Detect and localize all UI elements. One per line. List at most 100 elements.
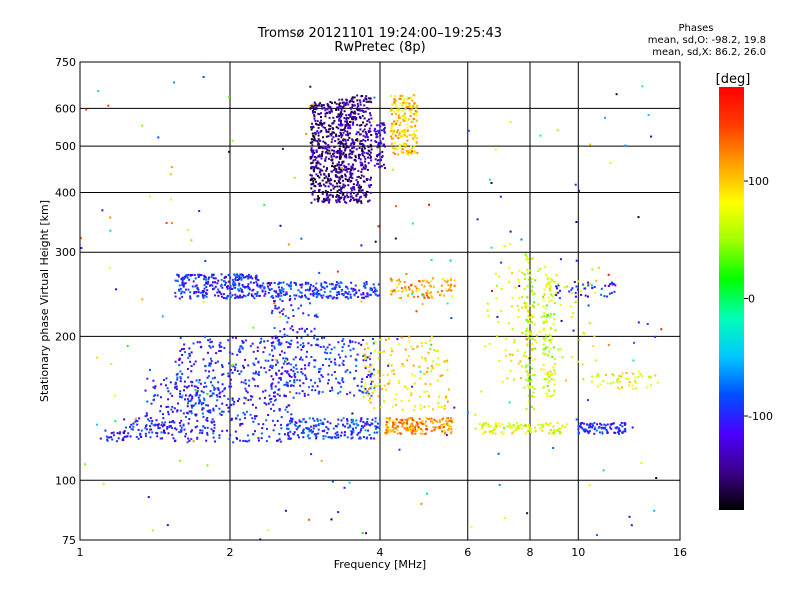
data-point bbox=[337, 392, 340, 395]
data-point bbox=[440, 284, 443, 287]
data-point bbox=[412, 429, 415, 432]
data-point bbox=[412, 364, 415, 367]
data-point bbox=[270, 375, 273, 378]
data-point bbox=[323, 287, 326, 290]
data-point bbox=[170, 166, 173, 169]
data-point bbox=[424, 357, 427, 360]
data-point bbox=[555, 294, 558, 297]
data-point bbox=[547, 296, 550, 299]
data-point bbox=[360, 385, 363, 388]
data-point bbox=[386, 426, 389, 429]
data-point bbox=[587, 284, 590, 287]
data-point bbox=[634, 381, 637, 384]
data-point bbox=[319, 367, 322, 370]
data-point bbox=[200, 403, 203, 406]
data-point bbox=[233, 400, 236, 403]
data-point bbox=[326, 112, 329, 115]
data-point bbox=[534, 430, 537, 433]
data-point bbox=[421, 345, 423, 347]
data-point bbox=[242, 341, 245, 344]
data-point bbox=[214, 277, 217, 280]
data-point bbox=[360, 202, 363, 205]
data-point bbox=[383, 384, 386, 387]
data-point bbox=[558, 432, 561, 435]
data-point bbox=[342, 142, 345, 145]
data-point bbox=[423, 285, 426, 288]
data-point bbox=[286, 334, 289, 337]
data-point bbox=[204, 260, 207, 262]
data-point bbox=[267, 529, 270, 532]
data-point bbox=[356, 192, 359, 195]
data-point bbox=[419, 404, 422, 407]
data-point bbox=[272, 341, 275, 344]
data-point bbox=[324, 142, 327, 145]
data-point bbox=[346, 292, 349, 295]
data-point bbox=[378, 430, 381, 433]
data-point bbox=[395, 146, 398, 149]
data-point bbox=[350, 432, 353, 435]
data-point bbox=[588, 282, 591, 285]
data-point bbox=[339, 116, 342, 119]
data-point bbox=[323, 173, 326, 176]
data-point bbox=[373, 373, 376, 376]
data-point bbox=[315, 282, 318, 285]
data-point bbox=[576, 360, 579, 363]
data-point bbox=[343, 103, 346, 106]
data-point bbox=[266, 339, 269, 342]
data-point bbox=[283, 293, 285, 296]
data-point bbox=[257, 279, 260, 282]
data-point bbox=[557, 427, 560, 430]
data-point bbox=[360, 174, 363, 177]
data-point bbox=[267, 285, 269, 288]
data-point bbox=[531, 395, 534, 398]
data-point bbox=[344, 125, 347, 128]
data-point bbox=[276, 393, 279, 396]
data-point bbox=[340, 167, 343, 169]
data-point bbox=[417, 428, 420, 431]
data-point bbox=[224, 281, 227, 284]
data-point bbox=[409, 423, 412, 426]
data-point bbox=[378, 131, 381, 134]
data-point bbox=[327, 178, 330, 181]
data-point bbox=[271, 359, 274, 361]
data-point bbox=[328, 358, 331, 361]
data-point bbox=[440, 406, 443, 408]
data-point bbox=[526, 344, 529, 347]
data-point bbox=[270, 344, 273, 347]
data-point bbox=[513, 378, 516, 381]
data-point bbox=[335, 150, 338, 153]
data-point bbox=[625, 377, 628, 380]
data-point bbox=[209, 346, 212, 349]
data-point bbox=[112, 434, 115, 437]
data-point bbox=[441, 374, 444, 377]
data-point bbox=[362, 426, 365, 429]
data-point bbox=[411, 424, 414, 427]
data-point bbox=[184, 288, 187, 291]
data-point bbox=[265, 419, 268, 422]
data-point bbox=[283, 383, 286, 386]
data-point bbox=[279, 353, 282, 356]
data-point bbox=[324, 147, 327, 150]
data-point bbox=[209, 411, 212, 414]
data-point bbox=[333, 119, 336, 122]
data-point bbox=[413, 102, 416, 105]
data-point bbox=[342, 364, 345, 366]
data-point bbox=[275, 295, 278, 298]
data-point bbox=[624, 144, 627, 147]
data-point bbox=[583, 429, 586, 432]
data-point bbox=[279, 291, 282, 294]
data-point bbox=[346, 418, 348, 421]
data-point bbox=[381, 156, 383, 159]
data-point bbox=[220, 414, 223, 416]
data-point bbox=[524, 304, 527, 307]
data-point bbox=[270, 312, 273, 315]
data-point bbox=[365, 283, 368, 286]
data-point bbox=[446, 359, 448, 362]
data-point bbox=[407, 294, 409, 297]
data-point bbox=[164, 421, 167, 424]
data-point bbox=[321, 169, 324, 172]
data-point bbox=[571, 287, 574, 290]
data-point bbox=[437, 357, 440, 360]
data-point bbox=[408, 102, 411, 105]
data-point bbox=[181, 276, 184, 279]
